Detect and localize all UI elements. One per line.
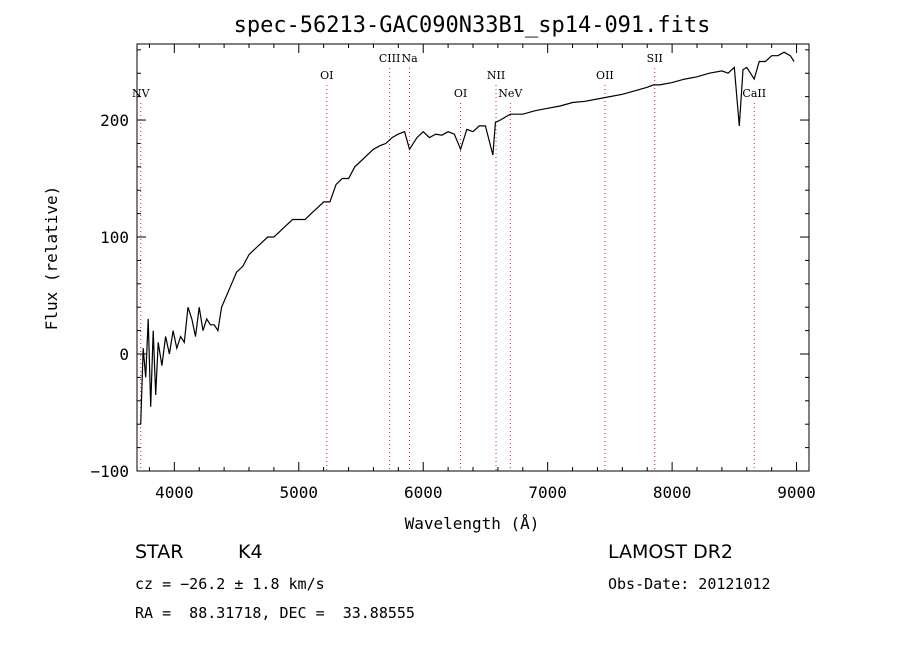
x-tick-label: 4000 (155, 483, 194, 502)
chart-title: spec-56213-GAC090N33B1_sp14-091.fits (234, 13, 711, 38)
emission-line-markers: NV OI CIII Na OI NII NeV OII SII CaII (132, 52, 766, 471)
x-tick-label: 8000 (653, 483, 692, 502)
y-tick-label: −100 (90, 462, 129, 481)
y-tick-labels: −100 0 100 200 (90, 111, 129, 481)
redshift-label: cz = −26.2 ± 1.8 km/s (135, 575, 325, 593)
plot-frame (136, 43, 810, 472)
emission-line-label: CIII (379, 52, 400, 65)
emission-line-label: NII (487, 69, 505, 82)
emission-line-label: NeV (498, 87, 523, 100)
y-tick-label: 200 (100, 111, 129, 130)
obs-date-label: Obs-Date: 20121012 (608, 575, 771, 593)
y-tick-label: 100 (100, 228, 129, 247)
x-axis-label: Wavelength (Å) (405, 514, 540, 533)
x-tick-label: 7000 (528, 483, 567, 502)
y-tick-label: 0 (119, 345, 129, 364)
object-type-label: STAR (135, 541, 184, 563)
emission-line-label: NV (132, 87, 151, 100)
spectrum-chart: spec-56213-GAC090N33B1_sp14-091.fits 400… (42, 13, 816, 533)
y-axis-label: Flux (relative) (42, 186, 61, 331)
emission-line-label: OI (454, 87, 467, 100)
axis-ticks (137, 44, 809, 472)
x-tick-label: 9000 (777, 483, 816, 502)
x-tick-labels: 4000 5000 6000 7000 8000 9000 (155, 483, 816, 502)
coordinates-label: RA = 88.31718, DEC = 33.88555 (135, 604, 415, 622)
x-tick-label: 6000 (404, 483, 443, 502)
emission-line-label: CaII (742, 87, 766, 100)
emission-line-label: OI (320, 69, 333, 82)
emission-line-label: SII (647, 52, 663, 65)
x-tick-label: 5000 (280, 483, 319, 502)
survey-label: LAMOST DR2 (608, 541, 733, 563)
subclass-label: K4 (238, 541, 263, 563)
spectrum-series-line (140, 51, 795, 425)
emission-line-label: OII (596, 69, 614, 82)
emission-line-label: Na (401, 52, 418, 65)
